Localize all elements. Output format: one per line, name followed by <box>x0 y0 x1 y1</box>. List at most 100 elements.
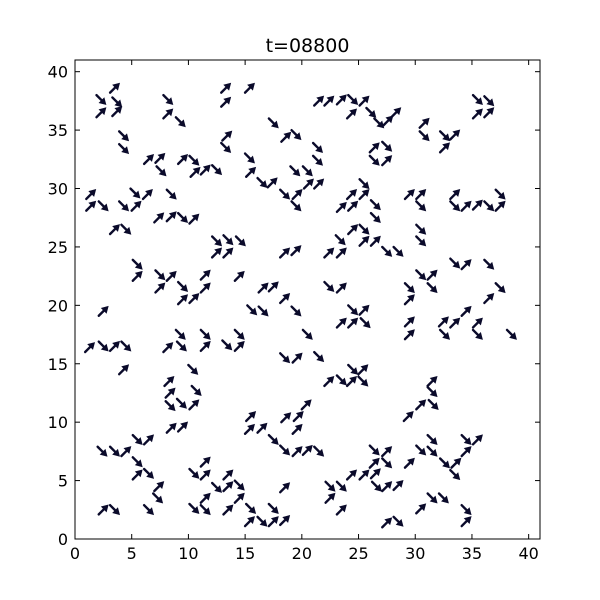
arrow-head <box>407 457 415 466</box>
arrow-shaft <box>279 485 287 494</box>
arrow-shaft <box>291 192 300 201</box>
arrow-shaft <box>358 472 367 481</box>
arrow-shaft <box>222 507 231 516</box>
quiver-arrow <box>222 504 234 516</box>
arrow-shaft <box>117 130 126 138</box>
arrow-head <box>316 448 325 457</box>
quiver-arrow <box>347 363 359 375</box>
quiver-arrow <box>358 235 370 247</box>
arrow-shaft <box>141 192 150 201</box>
arrow-shaft <box>323 98 331 107</box>
arrow-head <box>371 157 380 166</box>
arrow-head <box>157 282 166 291</box>
quiver-arrow <box>381 481 393 493</box>
arrow-shaft <box>290 305 299 314</box>
quiver-arrow <box>142 154 155 166</box>
arrow-head <box>282 191 291 200</box>
quiver-arrow <box>267 281 279 293</box>
arrow-head <box>304 332 313 340</box>
quiver-arrow <box>154 269 166 281</box>
arrow-shaft <box>162 111 170 120</box>
arrow-head <box>249 307 258 316</box>
quiver-arrow <box>243 516 255 528</box>
quiver-arrow <box>483 293 495 305</box>
quiver-arrow <box>267 117 279 129</box>
quiver-arrow <box>233 492 245 504</box>
quiver-arrow <box>164 400 176 412</box>
arrow-shaft <box>97 507 106 516</box>
arrow-shaft <box>415 444 423 453</box>
quiver-arrow <box>438 328 451 340</box>
quiver-arrow <box>279 515 291 527</box>
quiver-arrow <box>505 328 517 340</box>
arrow-shaft <box>174 328 183 337</box>
quiver-arrow <box>381 457 393 469</box>
quiver-arrow <box>233 328 245 340</box>
arrow-shaft <box>382 118 390 127</box>
arrow-head <box>384 460 393 469</box>
arrow-head <box>373 468 381 477</box>
arrow-shaft <box>403 282 412 290</box>
quiver-arrow <box>426 385 438 398</box>
arrow-shaft <box>345 379 354 388</box>
arrow-head <box>326 375 335 384</box>
arrow-head <box>384 249 393 257</box>
arrow-head <box>225 481 234 489</box>
arrow-shaft <box>244 170 253 178</box>
quiver-arrow <box>220 96 232 108</box>
quiver-arrow <box>415 223 427 235</box>
quiver-arrow <box>95 107 107 119</box>
arrow-shaft <box>243 519 252 528</box>
arrow-head <box>350 317 359 326</box>
quiver-arrow <box>369 211 381 224</box>
arrow-head <box>100 305 109 314</box>
arrow-head <box>259 180 268 188</box>
arrow-shaft <box>162 345 170 354</box>
quiver-arrow <box>358 469 370 481</box>
quiver-arrow <box>188 213 200 225</box>
arrow-shaft <box>233 344 242 353</box>
arrow-shaft <box>199 503 208 512</box>
x-tick-label: 10 <box>178 544 198 563</box>
arrow-shaft <box>244 414 253 423</box>
arrow-head <box>202 492 211 501</box>
arrow-shaft <box>415 235 423 243</box>
arrow-shaft <box>438 457 447 465</box>
arrow-head <box>236 492 245 501</box>
quiver-arrow <box>95 93 107 106</box>
quiver-arrow <box>246 304 258 316</box>
arrow-shaft <box>438 328 447 337</box>
quiver-arrow <box>460 259 472 271</box>
arrow-head <box>295 411 304 419</box>
arrow-shaft <box>403 332 412 341</box>
quiver-arrow <box>313 178 325 190</box>
quiver-arrow <box>279 188 291 200</box>
quiver-arrow <box>280 131 292 143</box>
arrow-shaft <box>426 282 435 290</box>
arrow-head <box>315 145 324 153</box>
quiver-arrow <box>176 154 189 166</box>
arrow-head <box>146 154 155 162</box>
quiver-arrow <box>301 328 313 340</box>
arrow-shaft <box>108 86 117 94</box>
arrow-shaft <box>199 328 208 337</box>
arrow-head <box>418 189 427 197</box>
arrow-shaft <box>97 309 106 317</box>
arrow-head <box>373 202 381 211</box>
quiver-arrow <box>220 141 232 153</box>
arrow-head <box>384 446 393 454</box>
quiver-arrow <box>189 166 201 178</box>
arrow-head <box>202 164 211 173</box>
arrow-head <box>442 460 451 469</box>
quiver-arrow <box>267 502 279 514</box>
arrow-shaft <box>108 503 117 512</box>
arrow-shaft <box>460 449 469 458</box>
quiver-arrow <box>290 305 302 317</box>
arrow-shaft <box>358 239 367 247</box>
quiver-arrow <box>129 187 141 199</box>
arrow-shaft <box>373 117 381 125</box>
arrow-head <box>350 97 359 106</box>
arrow-shaft <box>129 187 138 196</box>
quiver-arrow <box>199 269 211 281</box>
